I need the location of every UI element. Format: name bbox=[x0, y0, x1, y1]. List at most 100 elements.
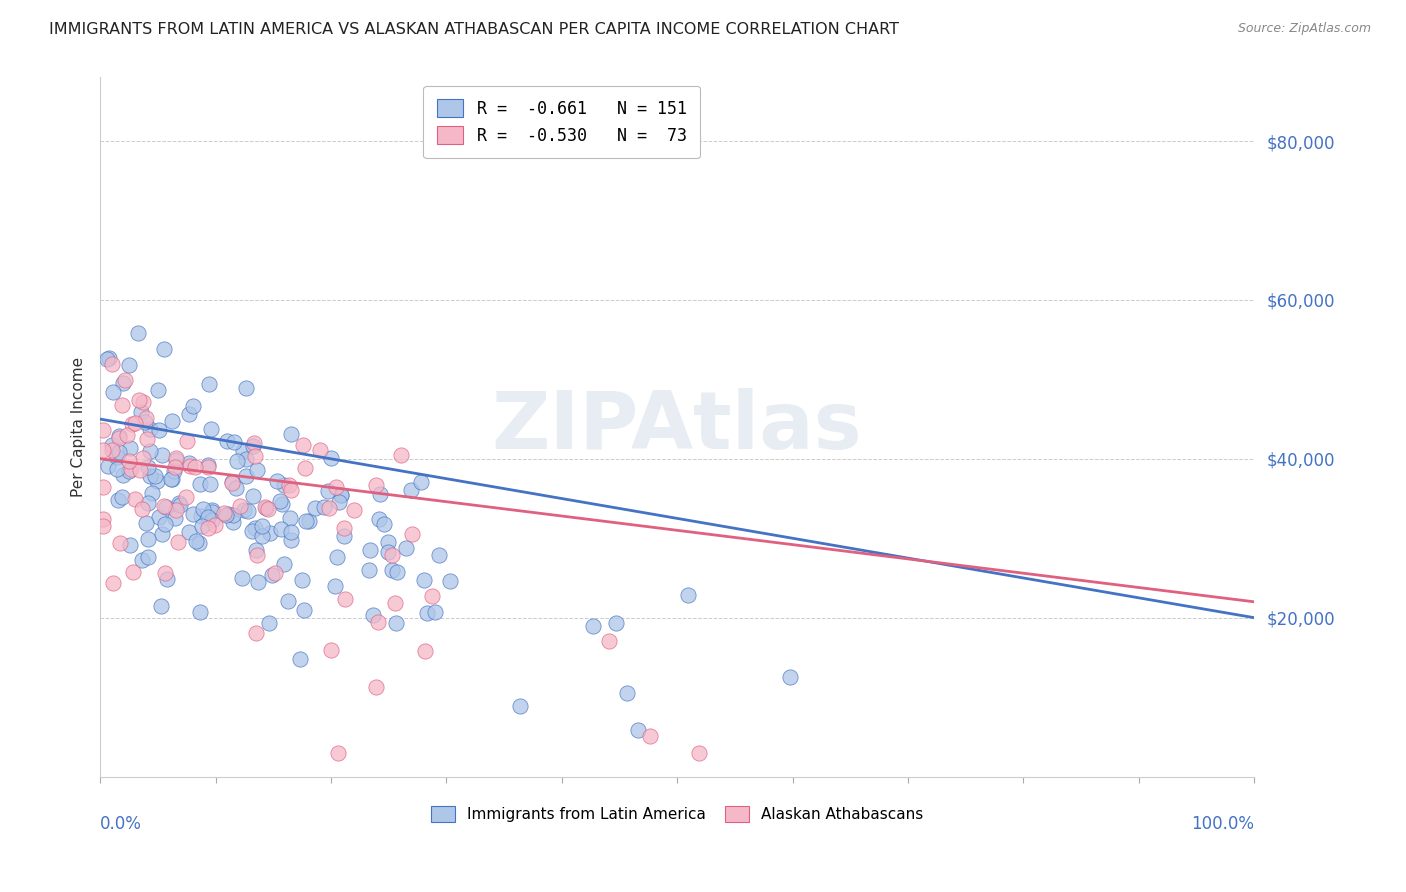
Point bbox=[343, 503, 366, 517]
Point bbox=[254, 500, 277, 515]
Point bbox=[146, 383, 169, 397]
Point bbox=[368, 487, 391, 501]
Point bbox=[221, 475, 243, 490]
Point bbox=[273, 478, 295, 492]
Point bbox=[427, 548, 450, 562]
Point bbox=[326, 550, 349, 565]
Y-axis label: Per Capita Income: Per Capita Income bbox=[72, 357, 86, 497]
Point bbox=[312, 500, 335, 515]
Point bbox=[373, 517, 395, 532]
Point bbox=[277, 478, 299, 492]
Point bbox=[330, 488, 353, 502]
Point bbox=[197, 458, 219, 472]
Point bbox=[271, 497, 294, 511]
Point bbox=[181, 507, 204, 521]
Point bbox=[222, 508, 245, 523]
Point bbox=[131, 451, 153, 466]
Point bbox=[167, 535, 190, 549]
Point bbox=[143, 469, 166, 483]
Point bbox=[329, 488, 352, 502]
Point bbox=[124, 416, 146, 430]
Point bbox=[439, 574, 461, 588]
Point bbox=[385, 565, 408, 579]
Point bbox=[201, 513, 224, 527]
Point bbox=[215, 508, 238, 522]
Point bbox=[333, 529, 356, 543]
Point bbox=[357, 563, 380, 577]
Point bbox=[188, 605, 211, 619]
Point bbox=[411, 475, 433, 490]
Point bbox=[257, 616, 280, 631]
Point bbox=[328, 746, 350, 760]
Point bbox=[136, 496, 159, 510]
Point bbox=[184, 533, 207, 548]
Point bbox=[401, 527, 423, 541]
Point bbox=[420, 589, 443, 603]
Point bbox=[112, 376, 135, 390]
Point bbox=[318, 483, 340, 498]
Point bbox=[242, 489, 264, 503]
Point bbox=[616, 686, 638, 700]
Point bbox=[229, 500, 252, 514]
Point bbox=[260, 568, 283, 582]
Point bbox=[112, 467, 135, 482]
Point bbox=[280, 524, 302, 539]
Point bbox=[364, 478, 387, 492]
Point bbox=[235, 469, 257, 483]
Point bbox=[127, 326, 149, 341]
Point bbox=[333, 591, 356, 606]
Point bbox=[153, 517, 176, 532]
Point bbox=[138, 444, 160, 458]
Point bbox=[179, 459, 201, 474]
Point bbox=[132, 394, 155, 409]
Point bbox=[779, 670, 801, 684]
Point bbox=[361, 607, 384, 622]
Text: 100.0%: 100.0% bbox=[1191, 815, 1254, 833]
Point bbox=[118, 464, 141, 478]
Point bbox=[367, 512, 389, 526]
Point bbox=[101, 357, 124, 371]
Point bbox=[245, 449, 267, 463]
Point bbox=[93, 512, 115, 526]
Point bbox=[191, 501, 214, 516]
Point bbox=[294, 460, 316, 475]
Legend: Immigrants from Latin America, Alaskan Athabascans: Immigrants from Latin America, Alaskan A… bbox=[425, 799, 929, 829]
Point bbox=[117, 358, 139, 372]
Point bbox=[176, 491, 198, 505]
Point bbox=[204, 517, 226, 532]
Point bbox=[605, 616, 627, 631]
Point bbox=[416, 606, 439, 620]
Point bbox=[160, 414, 183, 428]
Point bbox=[198, 377, 221, 392]
Point bbox=[107, 492, 129, 507]
Point bbox=[148, 510, 170, 524]
Text: 0.0%: 0.0% bbox=[100, 815, 142, 833]
Point bbox=[148, 423, 170, 437]
Point bbox=[97, 459, 120, 474]
Point bbox=[120, 462, 142, 476]
Point bbox=[200, 422, 222, 436]
Point bbox=[160, 472, 183, 486]
Point bbox=[240, 524, 263, 538]
Point bbox=[152, 342, 174, 356]
Point bbox=[280, 483, 302, 497]
Point bbox=[108, 536, 131, 550]
Point bbox=[273, 557, 295, 571]
Point bbox=[120, 442, 142, 456]
Point bbox=[246, 549, 269, 563]
Point bbox=[105, 462, 128, 476]
Point bbox=[212, 506, 235, 520]
Point bbox=[155, 500, 177, 514]
Point bbox=[176, 434, 198, 448]
Point bbox=[678, 589, 700, 603]
Point bbox=[108, 431, 131, 445]
Point bbox=[115, 428, 138, 442]
Point bbox=[257, 502, 280, 516]
Point bbox=[242, 439, 264, 453]
Point bbox=[247, 575, 270, 590]
Point bbox=[259, 525, 281, 540]
Point bbox=[191, 519, 214, 533]
Point bbox=[232, 443, 254, 458]
Point bbox=[318, 500, 340, 515]
Point bbox=[162, 464, 184, 478]
